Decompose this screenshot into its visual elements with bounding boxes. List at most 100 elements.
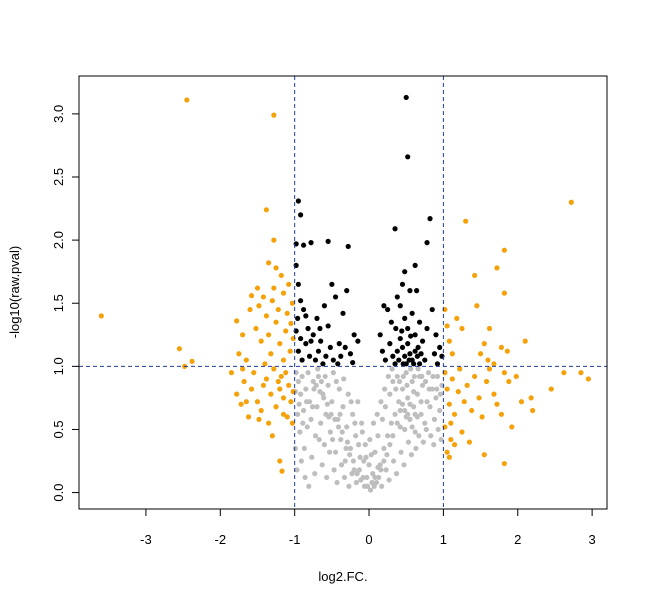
data-point [302, 474, 308, 481]
data-point [501, 247, 507, 253]
data-point [418, 411, 424, 417]
data-point [494, 401, 500, 407]
data-point [292, 445, 299, 452]
data-point [298, 391, 304, 397]
data-point [319, 462, 325, 468]
data-point [414, 288, 420, 294]
data-point [409, 424, 415, 430]
y-tick-label: 1.5 [51, 294, 66, 312]
data-point [338, 353, 344, 359]
data-point [260, 294, 267, 300]
data-point [310, 378, 316, 385]
data-point [303, 313, 309, 319]
y-tick-label: 0.5 [51, 420, 66, 438]
data-point [356, 442, 362, 448]
x-axis: -3 -2 -1 0 1 2 3 [140, 509, 596, 547]
data-point [400, 361, 406, 367]
data-point [355, 338, 361, 344]
data-point [413, 445, 419, 452]
data-point [459, 429, 465, 435]
threshold-lines [79, 76, 607, 509]
data-point [263, 207, 269, 213]
data-point [491, 361, 497, 367]
data-point [434, 361, 441, 367]
data-point [238, 401, 244, 407]
data-point [355, 399, 361, 405]
data-point [433, 332, 439, 338]
data-point [431, 351, 438, 357]
data-point [498, 411, 504, 417]
data-point [522, 338, 528, 344]
data-point [417, 319, 423, 325]
data-point [402, 407, 408, 414]
data-point [390, 458, 397, 464]
data-point [479, 414, 485, 420]
data-point [446, 401, 452, 407]
data-point [243, 357, 249, 363]
x-axis-title: log2.FC. [318, 569, 367, 584]
data-point [330, 357, 336, 363]
data-point [289, 420, 296, 426]
data-point [300, 420, 306, 426]
data-point [457, 366, 463, 372]
x-tick-label: -2 [215, 532, 227, 547]
data-point [294, 467, 300, 473]
data-point [363, 454, 369, 460]
data-point [289, 300, 296, 306]
data-point [284, 310, 290, 316]
data-point [376, 474, 382, 481]
data-point [349, 471, 355, 477]
data-point [375, 433, 381, 439]
data-point [416, 433, 422, 439]
data-point [393, 471, 400, 477]
data-point [422, 357, 428, 363]
data-point [390, 433, 396, 439]
data-point [176, 346, 182, 352]
data-point [477, 351, 484, 357]
data-point [308, 240, 314, 246]
data-point [315, 348, 322, 354]
data-point [368, 452, 374, 458]
data-point [280, 395, 287, 401]
data-point [390, 353, 396, 359]
data-point [273, 319, 279, 325]
data-point [397, 303, 403, 309]
data-point [286, 281, 292, 287]
data-point [405, 439, 412, 445]
data-point [297, 429, 303, 435]
data-point [472, 272, 478, 279]
data-point [278, 272, 284, 279]
data-point [474, 303, 480, 309]
data-point [240, 366, 246, 372]
data-point [309, 404, 316, 410]
data-point [372, 474, 378, 481]
data-point [486, 325, 493, 332]
data-point [387, 442, 393, 448]
data-point [262, 361, 268, 367]
data-point [412, 262, 418, 268]
x-tick-label: 1 [440, 532, 447, 547]
data-point [431, 442, 437, 448]
data-point [485, 357, 491, 363]
data-point [286, 382, 292, 388]
data-point [402, 426, 408, 433]
data-point [254, 285, 261, 291]
data-point [344, 424, 350, 430]
data-point [338, 462, 345, 468]
data-point [385, 373, 391, 380]
data-point [327, 429, 333, 435]
data-point [393, 386, 399, 392]
data-point [312, 433, 319, 439]
data-point [312, 357, 319, 363]
data-point [271, 285, 277, 291]
data-point [327, 344, 333, 351]
data-point [350, 458, 357, 464]
data-point [386, 477, 392, 483]
data-point [394, 420, 400, 426]
y-axis: 0.0 0.5 1.0 1.5 2.0 2.5 3.0 [51, 105, 79, 502]
data-point [303, 386, 309, 392]
data-point [405, 154, 411, 160]
data-point [427, 216, 433, 222]
data-point [271, 112, 277, 118]
data-point [366, 462, 372, 468]
